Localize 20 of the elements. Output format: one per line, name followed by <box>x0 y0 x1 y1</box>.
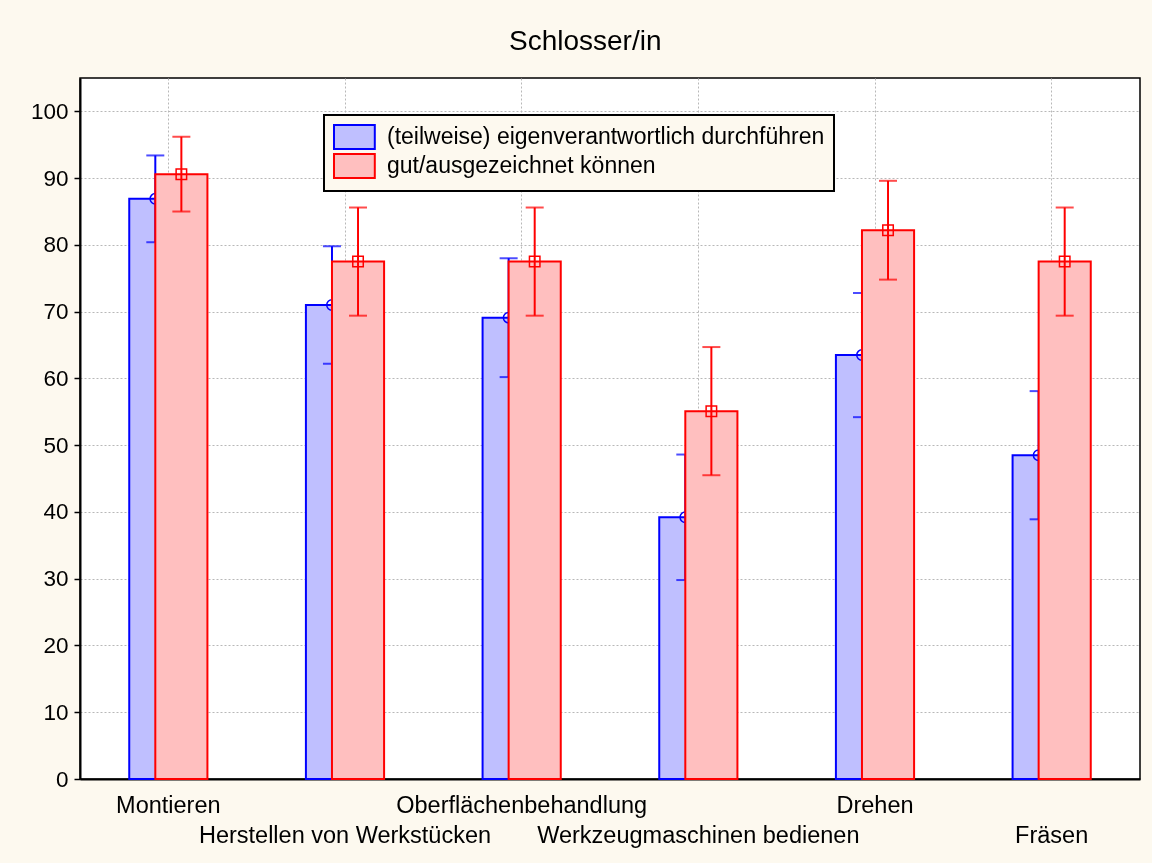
y-tick-label: 90 <box>43 165 69 191</box>
x-tick-label: Herstellen von Werkstücken <box>198 821 492 848</box>
y-tick-label: 80 <box>43 232 69 258</box>
x-tick-label: Montieren <box>116 791 221 818</box>
y-tick-label: 20 <box>43 632 69 658</box>
x-tick-label: Drehen <box>836 791 914 818</box>
y-tick-label: 0 <box>55 766 69 792</box>
y-tick-label: 10 <box>43 699 69 725</box>
y-tick-label: 50 <box>43 432 69 458</box>
legend-label: (teilweise) eigenverantwortlich durchführen <box>387 123 825 149</box>
y-tick-label: 100 <box>30 98 69 124</box>
legend-label: gut/ausgezeichnet können <box>387 152 656 178</box>
y-tick-label: 30 <box>43 566 69 592</box>
y-tick-label: 60 <box>43 365 69 391</box>
chart-title: Schlosser/in <box>508 25 662 56</box>
x-tick-label: Fräsen <box>1015 821 1089 848</box>
y-tick-label: 40 <box>43 499 69 525</box>
y-tick-label: 70 <box>43 299 69 325</box>
x-tick-label: Oberflächenbehandlung <box>396 791 648 818</box>
x-tick-label: Werkzeugmaschinen bedienen <box>537 821 860 848</box>
